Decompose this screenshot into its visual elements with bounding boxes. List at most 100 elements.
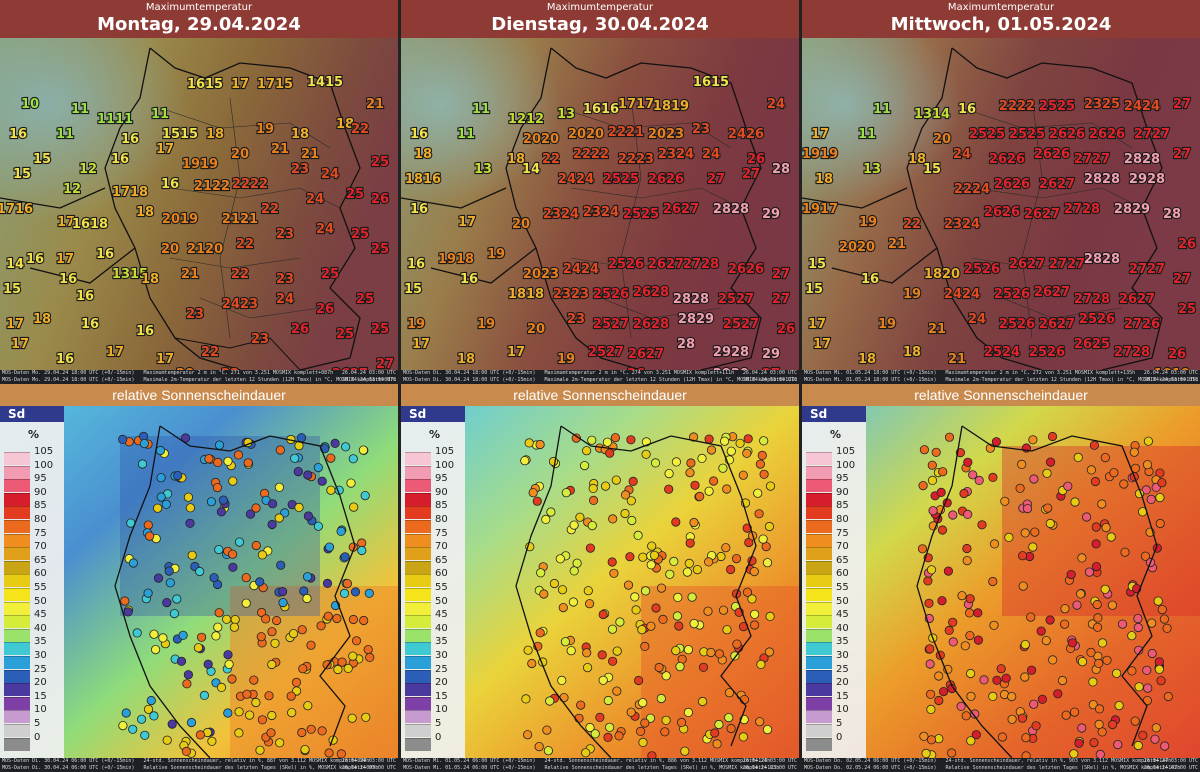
station-dot xyxy=(765,481,776,491)
temperature-value: 27 xyxy=(772,292,790,307)
legend-swatch xyxy=(4,642,30,656)
station-dot xyxy=(294,502,304,513)
station-dot xyxy=(137,459,148,469)
temperature-value: 1615 xyxy=(187,77,223,92)
temperature-value: 23 xyxy=(186,307,204,322)
station-dot xyxy=(611,475,621,485)
station-dot xyxy=(631,605,641,615)
station-dot xyxy=(1021,751,1031,758)
station-dot xyxy=(291,677,302,687)
legend-swatch xyxy=(4,696,30,710)
station-dot xyxy=(755,459,765,469)
station-dot xyxy=(255,577,265,587)
station-dot xyxy=(602,437,612,447)
station-dot xyxy=(718,463,728,473)
station-dot xyxy=(656,583,667,593)
legend-entry: 45 xyxy=(405,609,461,629)
legend-entry: 65 xyxy=(4,555,60,574)
temperature-value: 2828 xyxy=(1084,172,1120,187)
station-dot xyxy=(689,619,699,629)
station-dot xyxy=(664,468,674,479)
sd-badge: Sd xyxy=(401,406,465,422)
station-dot xyxy=(703,557,714,567)
sunshine-title: relative Sonnenscheindauer xyxy=(401,384,799,406)
station-dot xyxy=(186,717,197,728)
station-dot xyxy=(336,526,346,537)
legend-swatch xyxy=(806,465,832,479)
temperature-value: 18 xyxy=(141,272,159,287)
temperature-value: 12 xyxy=(63,182,81,197)
station-dot xyxy=(603,695,613,706)
station-dot xyxy=(348,454,358,464)
station-dot xyxy=(682,567,692,577)
legend-swatch xyxy=(405,506,431,520)
station-dot xyxy=(548,456,559,467)
station-dot xyxy=(330,438,340,449)
station-dot xyxy=(638,698,648,708)
temperature-value: 2526 xyxy=(994,287,1030,302)
station-dot xyxy=(966,736,976,746)
legend-label: 100 xyxy=(435,459,455,471)
legend-entry: 85 xyxy=(806,500,862,520)
station-dot xyxy=(970,709,980,719)
station-dot xyxy=(661,715,671,725)
legend-label: 15 xyxy=(435,690,448,702)
station-dot xyxy=(261,614,271,624)
legend-label: 55 xyxy=(435,582,448,593)
temperature-value: 20 xyxy=(231,147,249,162)
station-dot xyxy=(726,446,736,456)
station-dot xyxy=(959,488,969,499)
station-dot xyxy=(697,453,707,464)
legend-swatch xyxy=(4,601,30,615)
station-dot xyxy=(149,711,159,721)
station-dot xyxy=(357,545,367,556)
station-dot xyxy=(255,745,265,755)
station-dot xyxy=(636,726,646,736)
legend-entry: 50 xyxy=(4,596,60,615)
station-dots xyxy=(917,431,1173,758)
legend-entry: 100 xyxy=(4,460,60,479)
temperature-value: 2626 xyxy=(989,152,1025,167)
sd-badge: Sd xyxy=(802,406,866,422)
legend-label: 100 xyxy=(34,459,54,471)
temperature-value: 15 xyxy=(923,162,941,177)
station-dot xyxy=(988,691,998,701)
temperature-value: 19 xyxy=(859,215,877,230)
station-dot xyxy=(1045,518,1055,529)
temperature-value: 1212 xyxy=(508,112,544,127)
station-dot xyxy=(1094,719,1104,729)
station-dot xyxy=(339,588,350,598)
footer-info: MOS-Daten Mi. 01.05.24 18:00 UTC (+0/-15… xyxy=(804,370,1199,383)
legend-entry: 30 xyxy=(4,650,60,669)
station-dot xyxy=(1133,622,1143,633)
sunshine-map-svg xyxy=(802,406,1200,758)
station-dot xyxy=(267,519,277,530)
station-dot xyxy=(1143,683,1153,693)
temperature-value: 23 xyxy=(276,272,294,287)
legend-swatch xyxy=(806,642,832,656)
station-dot xyxy=(918,481,928,491)
legend-label: 95 xyxy=(34,473,47,485)
station-dot xyxy=(1048,655,1058,665)
station-dot xyxy=(536,568,546,578)
station-dot xyxy=(658,614,668,624)
station-dot xyxy=(524,438,534,448)
temperature-value: 11 xyxy=(457,127,475,142)
station-dot xyxy=(704,434,714,444)
temperature-value: 26 xyxy=(777,322,795,337)
legend-swatch xyxy=(405,683,431,697)
station-dot xyxy=(1107,600,1117,610)
station-dot xyxy=(143,520,153,530)
station-dot xyxy=(1119,479,1129,489)
legend-label: 50 xyxy=(34,595,47,607)
legend-swatch xyxy=(405,656,431,669)
station-dot xyxy=(690,480,700,490)
station-dot xyxy=(1017,459,1027,470)
station-dot xyxy=(216,507,226,517)
legend-label: 0 xyxy=(435,731,442,743)
station-dot xyxy=(118,720,128,731)
temperature-value: 2525 xyxy=(1039,99,1075,114)
station-dot xyxy=(172,594,182,604)
legend-entry: 90 xyxy=(806,487,862,506)
legend-label: 10 xyxy=(34,704,47,716)
